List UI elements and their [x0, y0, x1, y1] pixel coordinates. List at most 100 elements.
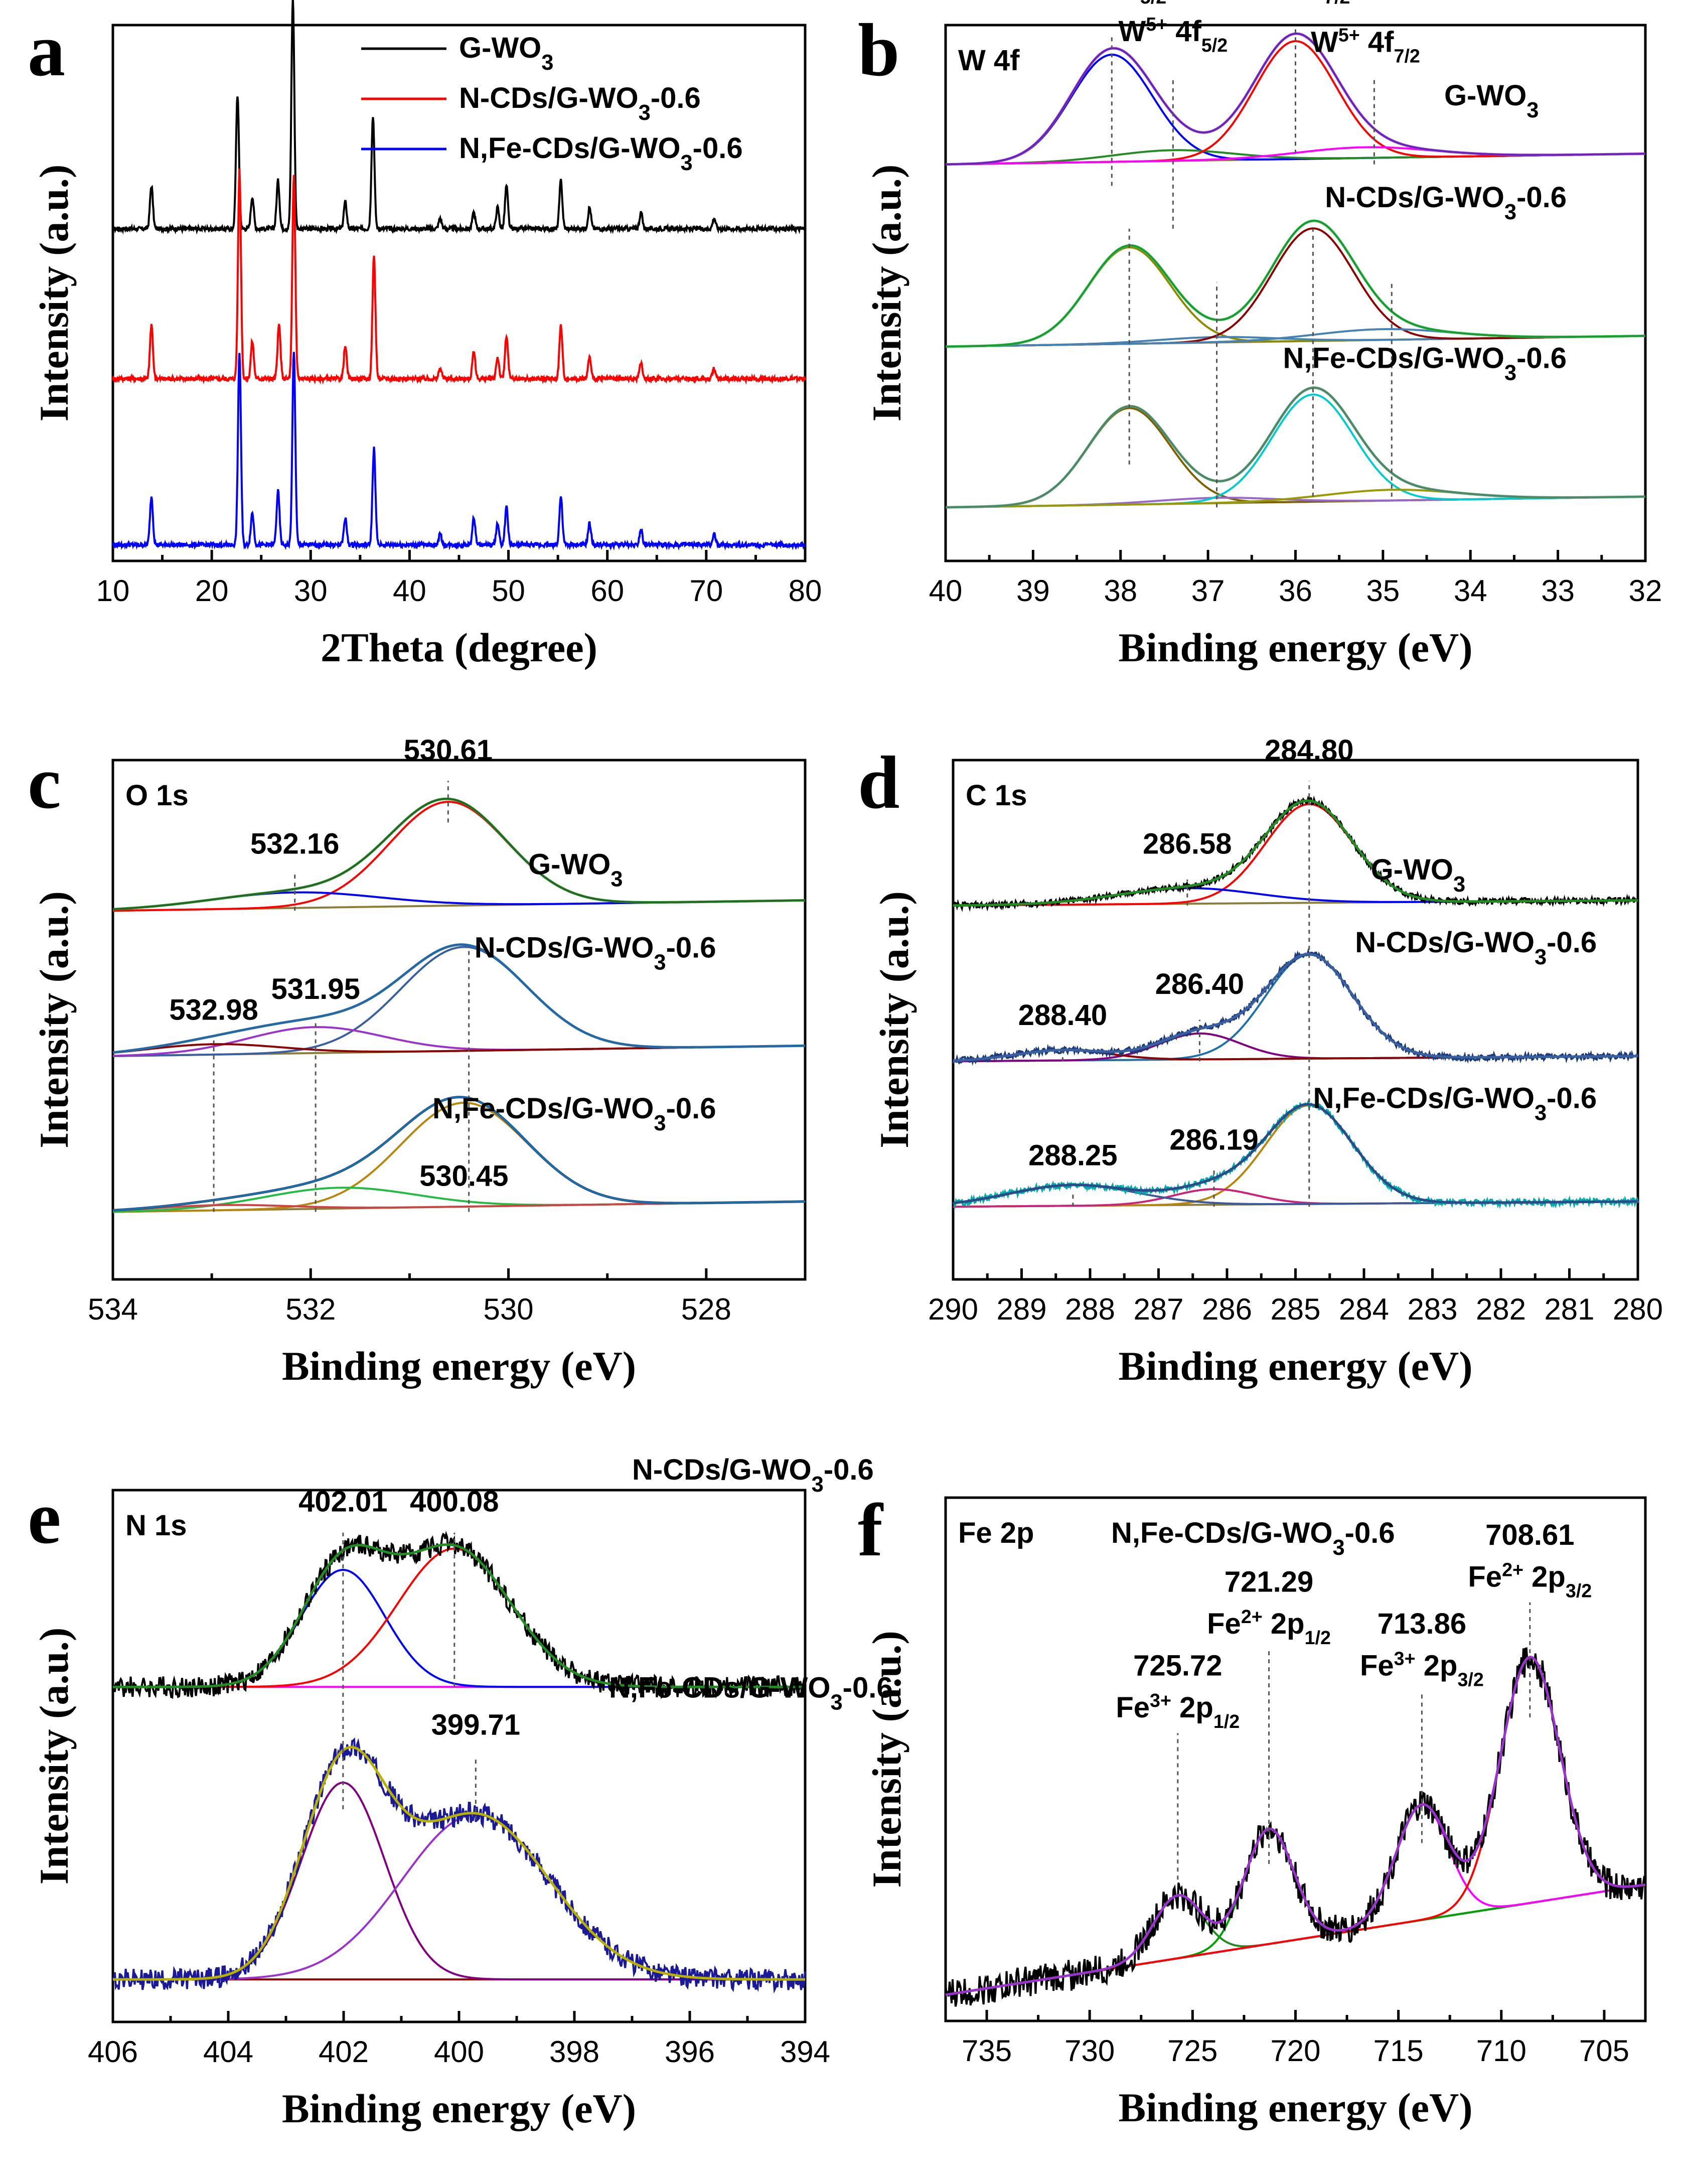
y-axis-label: Intensity (a.u.) — [31, 891, 77, 1148]
x-tick-label: 36 — [1279, 574, 1312, 608]
fit-component — [953, 803, 1638, 907]
panel-title: N 1s — [125, 1509, 187, 1542]
x-tick-label: 37 — [1191, 574, 1225, 608]
x-tick-label: 730 — [1064, 2034, 1115, 2068]
panel-c: c 534 532 530 528 Binding energy (eV) Intensit… — [28, 734, 807, 1389]
x-tick-label: 80 — [789, 574, 822, 608]
x-tick-label: 282 — [1476, 1292, 1526, 1326]
x-tick-label: 705 — [1579, 2034, 1629, 2068]
fit-component — [113, 801, 806, 912]
x-tick-label: 394 — [780, 2035, 830, 2069]
peak-annotation: 286.40 — [1155, 968, 1244, 1000]
y-axis-label: Intensity (a.u.) — [864, 165, 909, 422]
panel-letter: c — [28, 741, 61, 824]
fit-envelope — [945, 1656, 1646, 1996]
y-axis-label: Intensity (a.u.) — [864, 1631, 909, 1888]
peak-annotation: Fe2+ 2p1/2 — [1207, 1606, 1331, 1648]
fit-envelope — [113, 1543, 805, 1688]
peak-annotation: 708.61 — [1485, 1519, 1574, 1551]
panel-letter: e — [28, 1476, 61, 1559]
panel-e: e 406 404 402 400 398 396 394 Binding energy (eV… — [28, 1453, 893, 2131]
spectrum-data — [946, 220, 1646, 347]
spectrum-data — [112, 1737, 806, 1994]
x-tick-label: 20 — [195, 574, 229, 608]
sample-label: G-WO3 — [1371, 853, 1466, 897]
x-tick-label: 402 — [319, 2035, 369, 2069]
x-tick-label: 400 — [434, 2035, 484, 2069]
fit-envelope — [953, 1103, 1638, 1205]
peak-annotation: W6+ 4f5/2 — [1057, 0, 1166, 8]
fit-component — [113, 1813, 805, 1981]
fit-component — [945, 1656, 1646, 1996]
x-tick-label: 288 — [1065, 1292, 1115, 1326]
x-tick-label: 38 — [1104, 574, 1137, 608]
fit-envelope — [953, 799, 1638, 907]
spectrum-data — [112, 798, 806, 910]
x-axis-label: Binding energy (eV) — [282, 2086, 636, 2131]
x-tick-label: 50 — [492, 574, 525, 608]
x-axis-label: Binding energy (eV) — [1118, 2085, 1472, 2130]
peak-annotation: W5+ 4f7/2 — [1311, 24, 1420, 66]
x-tick-label: 30 — [294, 574, 328, 608]
series-line — [112, 168, 806, 385]
panel-title: Fe 2p — [958, 1517, 1034, 1549]
x-axis-label: Binding energy (eV) — [1118, 625, 1472, 670]
y-axis-label: Intensity (a.u.) — [31, 1628, 77, 1885]
spectrum-data — [945, 1647, 1646, 2007]
fit-component — [946, 407, 1646, 509]
x-tick-label: 40 — [929, 574, 963, 608]
x-axis-label: Binding energy (eV) — [282, 1343, 636, 1389]
peak-annotation: 532.98 — [169, 994, 258, 1027]
x-tick-label: 286 — [1202, 1292, 1252, 1326]
x-tick-label: 528 — [681, 1292, 731, 1326]
legend: G-WO3 N-CDs/G-WO3-0.6 N,Fe-CDs/G-WO3-0.6 — [361, 32, 743, 175]
fit-component — [113, 1547, 805, 1688]
peak-annotation: 288.40 — [1018, 999, 1107, 1032]
x-tick-label: 70 — [689, 574, 723, 608]
x-tick-label: 715 — [1373, 2034, 1424, 2068]
spectrum-data — [112, 944, 806, 1053]
series-line — [112, 0, 806, 235]
x-tick-label: 33 — [1541, 574, 1575, 608]
peak-annotation: 532.16 — [250, 827, 339, 860]
peak-annotation: 286.19 — [1169, 1123, 1258, 1156]
x-tick-label: 290 — [928, 1292, 978, 1326]
panel-letter: f — [858, 1489, 884, 1572]
panel-sample-title: N,Fe-CDs/G-WO3-0.6 — [1111, 1517, 1395, 1560]
x-tick-label: 720 — [1270, 2034, 1320, 2068]
peak-annotation: 288.25 — [1028, 1139, 1117, 1172]
peak-annotation: 400.08 — [410, 1485, 499, 1518]
peak-annotation: 286.58 — [1143, 827, 1232, 860]
plot-frame — [111, 759, 807, 1281]
x-tick-label: 283 — [1407, 1292, 1457, 1326]
y-axis-label: Intensity (a.u.) — [871, 891, 917, 1148]
spectrum-data — [112, 1096, 806, 1211]
x-tick-label: 35 — [1366, 574, 1400, 608]
sample-label: N-CDs/G-WO3-0.6 — [632, 1453, 874, 1497]
sample-label: N-CDs/G-WO3-0.6 — [1325, 181, 1567, 224]
peak-annotation: 530.61 — [404, 734, 493, 767]
sample-label: N,Fe-CDs/G-WO3-0.6 — [609, 1671, 893, 1714]
panel-title: C 1s — [966, 779, 1027, 812]
series-line — [112, 352, 806, 551]
panel-d: d 290 289 288 287 286 285 284 283 282 281 280 Bindin… — [858, 734, 1663, 1389]
sample-label: N,Fe-CDs/G-WO3-0.6 — [1283, 342, 1567, 385]
spectrum-data — [946, 33, 1645, 165]
peak-annotation: 713.86 — [1378, 1608, 1466, 1640]
x-tick-label: 396 — [665, 2035, 715, 2069]
legend-label: N-CDs/G-WO3-0.6 — [459, 82, 701, 125]
peak-annotation: 725.72 — [1133, 1650, 1222, 1682]
spectrum-data — [946, 387, 1646, 508]
panel-a: a 10 20 30 40 50 60 70 80 2Theta (degree) Intensit… — [28, 0, 822, 670]
sample-label: N,Fe-CDs/G-WO3-0.6 — [1313, 1082, 1597, 1125]
x-tick-label: 284 — [1339, 1292, 1389, 1326]
x-axis-label: Binding energy (eV) — [1118, 1343, 1472, 1389]
x-tick-label: 725 — [1167, 2034, 1217, 2068]
panel-letter: a — [28, 9, 65, 92]
x-tick-label: 532 — [285, 1292, 336, 1326]
x-tick-label: 404 — [203, 2035, 253, 2069]
x-tick-label: 710 — [1476, 2034, 1526, 2068]
x-tick-label: 406 — [88, 2035, 138, 2069]
peak-annotation: 531.95 — [271, 973, 360, 1005]
sample-label: N-CDs/G-WO3-0.6 — [475, 931, 716, 974]
